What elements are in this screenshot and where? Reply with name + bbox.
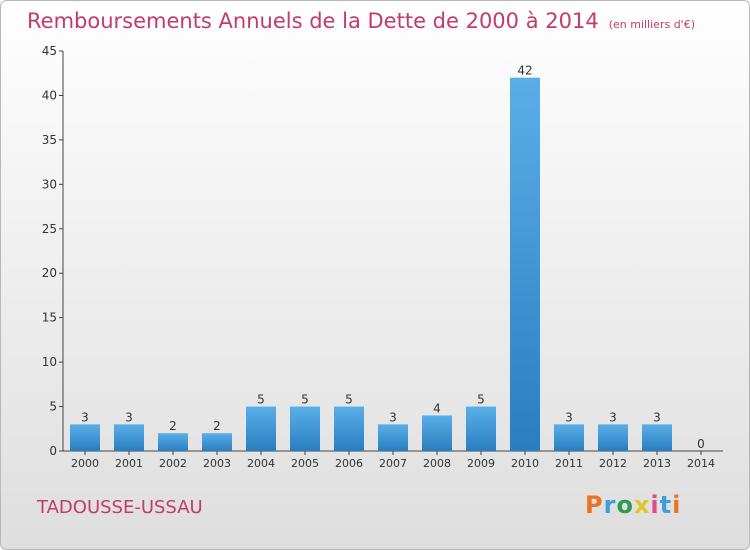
- data-label-2010: 42: [517, 64, 532, 78]
- logo-letter: r: [603, 491, 617, 519]
- commune-name: TADOUSSE-USSAU: [37, 497, 203, 518]
- x-tick-label: 2009: [467, 457, 495, 470]
- logo-letter: t: [659, 491, 673, 519]
- data-label-2011: 3: [565, 410, 573, 424]
- x-tick-label: 2014: [687, 457, 715, 470]
- x-tick-label: 2006: [335, 457, 363, 470]
- x-tick-label: 2000: [71, 457, 99, 470]
- data-label-2005: 5: [301, 393, 309, 407]
- y-tick-label: 35: [42, 133, 57, 147]
- data-label-2004: 5: [257, 393, 265, 407]
- data-label-2003: 2: [213, 419, 221, 433]
- x-tick-label: 2005: [291, 457, 319, 470]
- y-tick-label: 5: [49, 400, 57, 414]
- x-tick-label: 2008: [423, 457, 451, 470]
- bar-2012: [598, 424, 628, 451]
- data-label-2006: 5: [345, 393, 353, 407]
- x-tick-label: 2011: [555, 457, 583, 470]
- data-label-2012: 3: [609, 410, 617, 424]
- data-label-2002: 2: [169, 419, 177, 433]
- x-tick-label: 2010: [511, 457, 539, 470]
- bar-2004: [246, 406, 276, 451]
- y-tick-label: 10: [42, 355, 57, 369]
- x-tick-label: 2007: [379, 457, 407, 470]
- chart-subtitle: (en milliers d'€): [608, 18, 695, 31]
- bar-2000: [70, 424, 100, 451]
- x-tick-label: 2004: [247, 457, 275, 470]
- y-tick-label: 15: [42, 311, 57, 325]
- data-label-2009: 5: [477, 393, 485, 407]
- bar-2013: [642, 424, 672, 451]
- bar-2008: [422, 415, 452, 451]
- x-tick-label: 2002: [159, 457, 187, 470]
- y-tick-label: 30: [42, 177, 57, 191]
- logo-letter: i: [650, 491, 660, 519]
- bar-2009: [466, 406, 496, 451]
- chart-title-area: Remboursements Annuels de la Dette de 20…: [27, 9, 695, 33]
- proxiti-logo[interactable]: Proxiti: [585, 491, 681, 519]
- bar-2010: [510, 77, 540, 452]
- logo-letter: x: [633, 491, 651, 519]
- data-label-2001: 3: [125, 410, 133, 424]
- x-tick-label: 2012: [599, 457, 627, 470]
- data-label-2014: 0: [697, 437, 705, 451]
- y-tick-label: 45: [42, 44, 57, 58]
- y-tick-label: 0: [49, 444, 57, 458]
- bar-2007: [378, 424, 408, 451]
- chart-data-labels: 3 3 2 2 5 5 5 3 4 5 42 3 3 3 0: [81, 64, 705, 451]
- logo-letter: o: [616, 491, 634, 519]
- bar-2002: [158, 433, 188, 451]
- x-tick-label: 2013: [643, 457, 671, 470]
- data-label-2008: 4: [433, 401, 441, 415]
- data-label-2013: 3: [653, 410, 661, 424]
- logo-letter: i: [672, 491, 682, 519]
- bar-2006: [334, 406, 364, 451]
- y-tick-label: 40: [42, 88, 57, 102]
- x-tick-label: 2003: [203, 457, 231, 470]
- data-label-2007: 3: [389, 410, 397, 424]
- bar-2005: [290, 406, 320, 451]
- logo-letter: P: [585, 491, 604, 519]
- chart-bars: [70, 77, 672, 452]
- x-tick-label: 2001: [115, 457, 143, 470]
- chart-title: Remboursements Annuels de la Dette de 20…: [27, 9, 599, 33]
- bar-2003: [202, 433, 232, 451]
- bar-2001: [114, 424, 144, 451]
- bar-2011: [554, 424, 584, 451]
- y-tick-label: 25: [42, 222, 57, 236]
- y-tick-label: 20: [42, 266, 57, 280]
- data-label-2000: 3: [81, 410, 89, 424]
